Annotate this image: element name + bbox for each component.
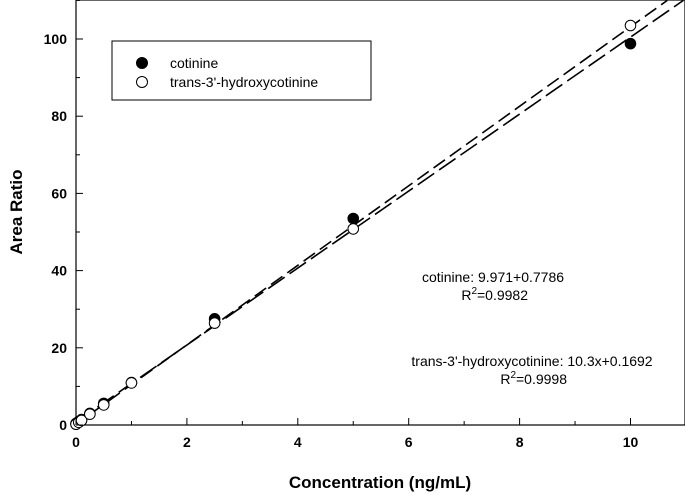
annotation-hydroxycotinine-equation: trans-3'-hydroxycotinine: 10.3x+0.1692 [411,353,652,369]
data-points [70,19,637,431]
data-point-cotinine [624,37,637,50]
data-point-cotinine [347,212,360,225]
data-point-hydroxycotinine [347,223,360,235]
annotation-cotinine-equation: cotinine: 9.971+0.7786 [422,269,564,285]
annotation-cotinine-r2: R2=0.9982 [461,286,528,303]
legend: cotinine trans-3'-hydroxycotinine [111,40,372,101]
annotation-cotinine: cotinine: 9.971+0.7786 R2=0.9982 [422,269,564,303]
y-tick-label: 60 [51,185,67,201]
x-tick-label: 0 [72,434,80,450]
data-point-hydroxycotinine [97,399,110,411]
fit-line-hydroxycotinine [75,0,668,425]
x-tick-label: 4 [294,434,302,450]
x-tick-label: 6 [405,434,413,450]
data-point-hydroxycotinine [208,317,221,329]
x-tick-label: 2 [183,434,191,450]
y-tick-label: 40 [51,263,67,279]
legend-marker-cotinine [136,57,148,69]
x-tick-label: 10 [623,434,639,450]
legend-label-cotinine: cotinine [170,55,218,71]
annotation-hydroxycotinine-r2: R2=0.9998 [500,370,567,387]
x-axis-title: Concentration (ng/mL) [289,473,471,492]
legend-box [111,40,372,101]
x-axis-ticks: 0 2 4 6 8 10 [72,418,638,450]
fit-lines [75,0,684,425]
plot-frame [75,0,685,426]
data-point-hydroxycotinine [624,19,637,32]
y-axis-ticks: 0 20 40 60 80 100 [44,0,83,433]
annotation-hydroxycotinine: trans-3'-hydroxycotinine: 10.3x+0.1692 R… [411,353,652,387]
y-tick-label: 100 [44,31,68,47]
legend-marker-hydroxycotinine [136,76,148,88]
y-axis-title: Area Ratio [7,169,26,254]
y-tick-label: 20 [51,340,67,356]
legend-label-hydroxycotinine: trans-3'-hydroxycotinine [170,74,318,90]
y-tick-label: 80 [51,108,67,124]
y-tick-label: 0 [59,417,67,433]
data-point-hydroxycotinine [84,408,96,420]
data-point-hydroxycotinine [125,377,138,389]
x-tick-label: 8 [516,434,524,450]
plot-area [75,0,685,426]
